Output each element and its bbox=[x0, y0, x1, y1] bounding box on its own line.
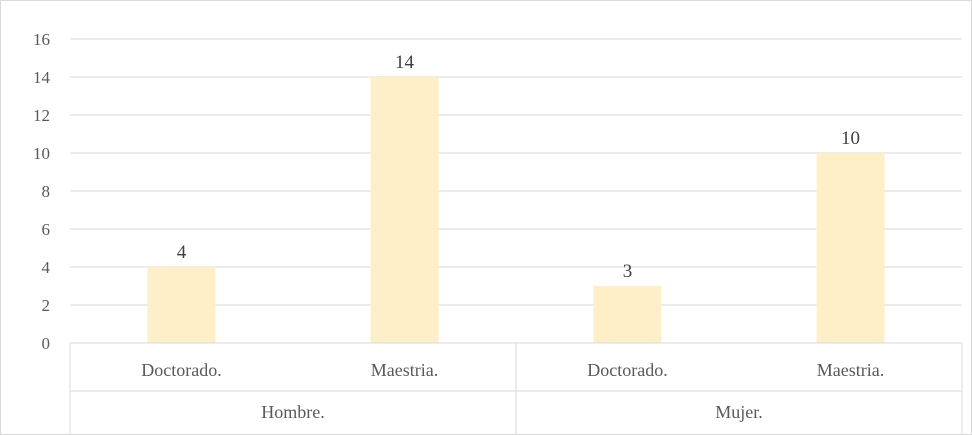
bar-mujer-doctorado bbox=[593, 286, 662, 343]
category-label: Maestria. bbox=[817, 360, 884, 380]
y-tick-label: 2 bbox=[42, 296, 51, 315]
data-label: 10 bbox=[841, 128, 860, 149]
category-label: Maestria. bbox=[371, 360, 438, 380]
group-label: Mujer. bbox=[715, 402, 763, 422]
data-label: 4 bbox=[177, 242, 187, 263]
data-label: 3 bbox=[623, 261, 633, 282]
y-tick-label: 16 bbox=[33, 30, 50, 49]
category-label: Doctorado. bbox=[141, 360, 221, 380]
bar-hombre-maestria bbox=[370, 77, 439, 343]
bars bbox=[147, 77, 885, 343]
data-labels: 4 14 3 10 bbox=[177, 52, 860, 282]
y-tick-label: 0 bbox=[42, 334, 51, 353]
x-axis: Doctorado. Maestria. Hombre. Doctorado. Maes… bbox=[69, 342, 963, 435]
y-tick-label: 14 bbox=[33, 68, 51, 87]
data-label: 14 bbox=[395, 52, 415, 73]
y-tick-label: 12 bbox=[33, 106, 50, 125]
bar-mujer-maestria bbox=[816, 153, 885, 343]
bar-hombre-doctorado bbox=[147, 267, 216, 343]
y-tick-label: 4 bbox=[42, 258, 51, 277]
y-tick-label: 6 bbox=[42, 220, 51, 239]
y-axis-ticks: 0 2 4 6 8 10 12 14 16 bbox=[33, 30, 51, 353]
y-tick-label: 8 bbox=[42, 182, 51, 201]
group-label: Hombre. bbox=[261, 402, 324, 422]
category-label: Doctorado. bbox=[587, 360, 667, 380]
y-tick-label: 10 bbox=[33, 144, 50, 163]
